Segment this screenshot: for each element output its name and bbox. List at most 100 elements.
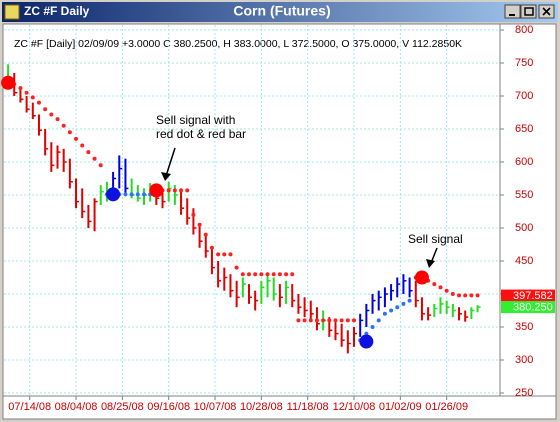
stop-dot bbox=[141, 192, 146, 197]
info-line: ZC #F [Daily] 02/09/09 +3.0000 C 380.250… bbox=[14, 38, 462, 50]
stop-dot bbox=[438, 285, 443, 290]
stop-dot bbox=[18, 86, 23, 91]
stop-dot bbox=[321, 318, 326, 323]
stop-dot bbox=[191, 212, 196, 217]
stop-dot bbox=[61, 123, 66, 128]
stop-dot bbox=[80, 143, 85, 148]
stop-dot bbox=[24, 90, 29, 95]
stop-dot bbox=[284, 272, 289, 277]
stop-dot bbox=[389, 308, 394, 313]
y-tick-label: 300 bbox=[515, 354, 533, 366]
stop-dot bbox=[179, 188, 184, 193]
stop-dot bbox=[308, 318, 313, 323]
stop-dot bbox=[382, 311, 387, 316]
stop-dot bbox=[475, 293, 480, 298]
stop-dot bbox=[432, 282, 437, 287]
stop-dot bbox=[222, 252, 227, 257]
stop-dot bbox=[401, 301, 406, 306]
stop-dot bbox=[92, 156, 97, 161]
annotation-arrows bbox=[161, 147, 438, 268]
y-tick-label: 800 bbox=[515, 24, 533, 36]
price-label-box bbox=[501, 289, 555, 302]
stop-dot bbox=[30, 95, 35, 100]
y-tick-label: 750 bbox=[515, 57, 533, 69]
stop-dot bbox=[129, 192, 134, 197]
stop-dot bbox=[135, 192, 140, 197]
y-tick-label: 600 bbox=[515, 156, 533, 168]
stop-dot bbox=[333, 318, 338, 323]
annotation: Sell signal with bbox=[156, 113, 235, 127]
x-tick-label: 10/28/08 bbox=[240, 401, 283, 413]
stop-dot bbox=[49, 112, 54, 117]
stop-dot bbox=[253, 272, 258, 277]
maximize-glyph bbox=[524, 7, 534, 16]
title-bar bbox=[2, 2, 558, 22]
stop-dot bbox=[203, 232, 208, 237]
annotation: red dot & red bar bbox=[156, 127, 246, 141]
stop-dot bbox=[259, 272, 264, 277]
y-tick-label: 650 bbox=[515, 123, 533, 135]
x-tick-label: 01/26/09 bbox=[425, 401, 468, 413]
plot: 25030035040045050055060065070075080007/1… bbox=[1, 24, 555, 413]
arrow bbox=[165, 147, 176, 177]
stop-dot bbox=[352, 318, 357, 323]
stop-dot bbox=[376, 318, 381, 323]
stop-dot bbox=[197, 222, 202, 227]
x-tick-label: 11/18/08 bbox=[287, 401, 329, 413]
stop-dot bbox=[463, 293, 468, 298]
signal-dot bbox=[106, 187, 121, 202]
stop-dot bbox=[302, 318, 307, 323]
stop-dot bbox=[370, 325, 375, 329]
stop-dot bbox=[43, 107, 48, 112]
chart-title: Corn (Futures) bbox=[233, 3, 330, 19]
stop-dot bbox=[395, 305, 400, 310]
signal-dot bbox=[414, 270, 429, 285]
y-tick-label: 250 bbox=[515, 387, 533, 399]
stop-dot bbox=[444, 288, 449, 293]
y-tick-label: 450 bbox=[515, 255, 533, 267]
stop-dot bbox=[450, 292, 455, 296]
x-tick-label: 08/04/08 bbox=[55, 401, 98, 413]
stop-dot bbox=[86, 150, 91, 155]
stop-dot bbox=[345, 318, 350, 323]
stop-dot bbox=[216, 252, 221, 257]
price-label: 397.582 bbox=[513, 290, 553, 302]
y-tick-label: 550 bbox=[515, 189, 533, 201]
signal-dot bbox=[359, 334, 374, 349]
stop-dot bbox=[209, 245, 214, 250]
arrow-head bbox=[426, 259, 435, 268]
stop-dot bbox=[123, 192, 128, 197]
x-tick-label: 09/16/08 bbox=[147, 401, 190, 413]
stop-dot bbox=[265, 272, 270, 277]
y-tick-label: 700 bbox=[515, 90, 533, 102]
stop-dot bbox=[166, 188, 171, 193]
stop-dot bbox=[228, 252, 233, 257]
minimize-button[interactable] bbox=[504, 4, 521, 19]
stop-dot bbox=[247, 272, 251, 277]
stop-dot bbox=[469, 293, 474, 298]
stop-dot bbox=[457, 293, 462, 298]
stop-dot bbox=[296, 318, 301, 323]
arrow-head bbox=[161, 172, 171, 181]
x-tick-label: 12/10/08 bbox=[333, 401, 376, 413]
x-tick-label: 01/02/09 bbox=[379, 401, 422, 413]
x-tick-label: 08/25/08 bbox=[101, 401, 144, 413]
stop-dot bbox=[185, 188, 190, 193]
window-name: ZC #F Daily bbox=[24, 4, 90, 18]
stop-dot bbox=[98, 163, 103, 168]
x-tick-label: 10/07/08 bbox=[194, 401, 237, 413]
app-icon bbox=[4, 4, 20, 20]
stop-dot bbox=[339, 318, 344, 323]
signal-dot bbox=[1, 75, 16, 90]
stop-dot bbox=[74, 136, 79, 141]
annotation: Sell signal bbox=[408, 232, 463, 246]
stop-dot bbox=[271, 272, 276, 277]
stop-dot bbox=[277, 272, 282, 277]
stop-dot bbox=[314, 318, 319, 323]
stop-dot bbox=[36, 100, 41, 105]
stop-dot bbox=[55, 117, 60, 122]
stop-dot bbox=[234, 265, 239, 270]
price-label-box bbox=[501, 301, 555, 314]
stop-dot bbox=[407, 298, 412, 303]
x-tick-label: 07/14/08 bbox=[8, 401, 51, 413]
